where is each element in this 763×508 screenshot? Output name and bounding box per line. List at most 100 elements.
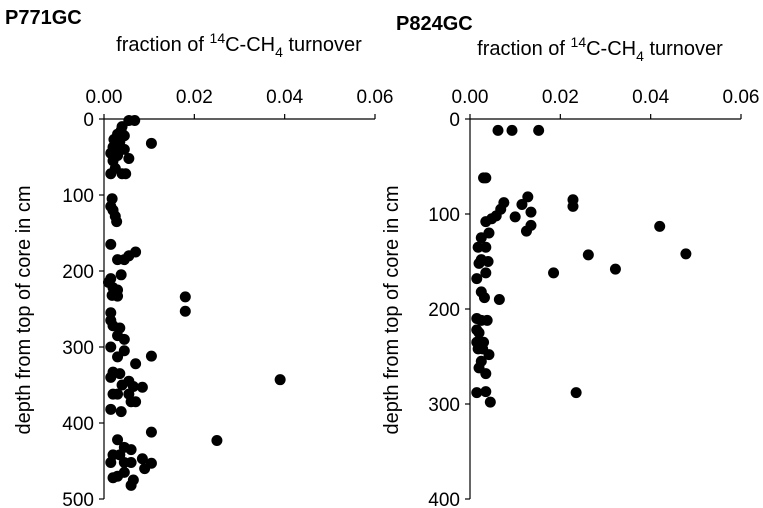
data-point bbox=[145, 350, 157, 362]
data-point bbox=[480, 241, 492, 253]
data-point bbox=[125, 457, 137, 469]
plot-area: 0.00 0.02 0.04 0.06 0 100 200 300 400 bbox=[428, 87, 759, 508]
data-point bbox=[118, 333, 130, 345]
x-tick-label: 0.04 bbox=[632, 87, 669, 108]
data-point bbox=[111, 216, 123, 228]
data-point bbox=[473, 327, 485, 339]
x-tick-label: 0.00 bbox=[452, 87, 489, 108]
plot-area: 0.00 0.02 0.04 0.06 0 100 200 300 400 500 bbox=[62, 87, 393, 508]
data-point bbox=[522, 191, 534, 203]
x-axis-title-pre: fraction of bbox=[477, 38, 570, 60]
data-point bbox=[105, 341, 117, 353]
data-point bbox=[480, 368, 492, 380]
x-axis-title-sup: 14 bbox=[571, 34, 587, 50]
x-axis-title-sub: 4 bbox=[275, 44, 283, 60]
data-point bbox=[654, 220, 666, 232]
data-point bbox=[582, 249, 594, 261]
x-tick-label: 0.06 bbox=[723, 87, 760, 108]
data-point bbox=[107, 472, 119, 484]
data-point bbox=[472, 241, 484, 253]
data-point bbox=[130, 358, 142, 370]
data-point bbox=[475, 232, 487, 244]
y-tick-label: 100 bbox=[62, 186, 94, 207]
data-point bbox=[179, 291, 191, 303]
data-point bbox=[115, 406, 127, 418]
data-point bbox=[471, 273, 483, 285]
x-axis-title-pre: fraction of bbox=[116, 34, 209, 56]
data-point bbox=[116, 379, 128, 391]
data-point bbox=[480, 216, 492, 228]
data-point bbox=[112, 351, 124, 363]
x-axis-title: fraction of 14C-CH4 turnover bbox=[116, 30, 362, 60]
y-tick-label: 300 bbox=[428, 395, 460, 416]
y-tick-label: 300 bbox=[62, 338, 94, 359]
data-point bbox=[112, 290, 124, 302]
data-point bbox=[506, 124, 518, 136]
data-point bbox=[525, 206, 537, 218]
data-point bbox=[123, 153, 135, 165]
data-point bbox=[680, 248, 692, 260]
y-tick-label: 0 bbox=[449, 110, 460, 131]
data-point bbox=[480, 386, 492, 398]
x-axis-title-sub: 4 bbox=[636, 48, 644, 64]
data-point bbox=[481, 314, 493, 326]
data-point bbox=[480, 267, 492, 279]
chart-title: P824GC bbox=[396, 13, 473, 35]
y-axis-title: depth from top of core in cm bbox=[381, 185, 403, 434]
data-point bbox=[471, 387, 483, 399]
x-tick-label: 0.00 bbox=[86, 87, 123, 108]
data-point bbox=[145, 137, 157, 149]
data-point bbox=[516, 199, 528, 210]
data-point bbox=[105, 403, 117, 415]
data-point bbox=[480, 172, 492, 184]
data-point bbox=[609, 263, 621, 275]
data-point bbox=[114, 368, 126, 380]
data-point bbox=[130, 396, 142, 408]
y-tick-label: 200 bbox=[62, 262, 94, 283]
data-point bbox=[567, 200, 579, 212]
data-point bbox=[112, 434, 124, 446]
data-point bbox=[274, 374, 286, 386]
y-tick-label: 200 bbox=[428, 300, 460, 321]
chart-p824gc: P824GC fraction of 14C-CH4 turnover dept… bbox=[381, 13, 759, 508]
data-point bbox=[492, 124, 504, 136]
data-point bbox=[509, 211, 521, 223]
data-point bbox=[125, 444, 137, 456]
data-point bbox=[105, 457, 117, 469]
y-tick-label: 400 bbox=[428, 490, 460, 508]
data-point bbox=[112, 388, 124, 400]
data-point bbox=[533, 124, 545, 136]
y-axis-title: depth from top of core in cm bbox=[13, 185, 35, 434]
data-point bbox=[473, 257, 485, 269]
data-point bbox=[548, 267, 560, 279]
data-point bbox=[125, 479, 137, 491]
x-axis-title: fraction of 14C-CH4 turnover bbox=[477, 34, 723, 64]
data-point bbox=[179, 305, 191, 317]
data-point bbox=[105, 168, 117, 180]
x-tick-label: 0.06 bbox=[357, 87, 394, 108]
y-tick-label: 100 bbox=[428, 205, 460, 226]
data-point bbox=[115, 269, 127, 281]
y-tick-label: 0 bbox=[83, 110, 94, 131]
data-point bbox=[129, 115, 141, 127]
data-point bbox=[105, 371, 117, 383]
data-point bbox=[484, 396, 496, 408]
data-point bbox=[145, 426, 157, 438]
data-point bbox=[211, 434, 223, 446]
data-point bbox=[136, 381, 148, 393]
x-axis-title-mid: C-CH bbox=[225, 34, 275, 56]
data-point bbox=[139, 463, 151, 475]
data-point bbox=[483, 349, 495, 361]
chart-p771gc: P771GC fraction of 14C-CH4 turnover dept… bbox=[5, 7, 393, 508]
chart-title: P771GC bbox=[5, 7, 82, 29]
data-point bbox=[478, 292, 490, 304]
y-tick-label: 500 bbox=[62, 490, 94, 508]
data-point bbox=[482, 256, 494, 267]
x-tick-label: 0.02 bbox=[542, 87, 579, 108]
data-point bbox=[136, 453, 148, 465]
data-point bbox=[118, 254, 130, 266]
data-point bbox=[105, 238, 117, 250]
data-point bbox=[520, 225, 532, 237]
data-point bbox=[570, 387, 582, 399]
